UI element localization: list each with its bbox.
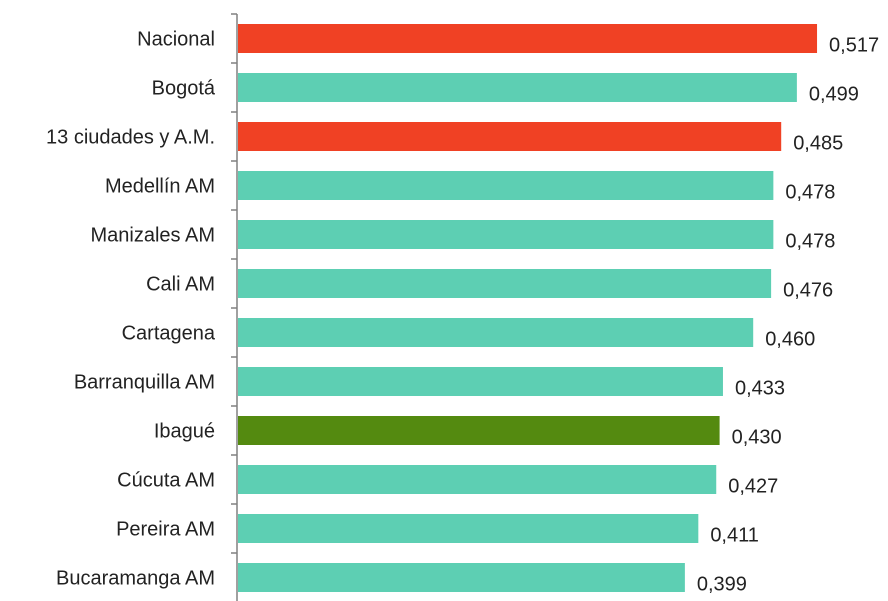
value-label: 0,433: [735, 378, 785, 400]
value-labels: 0,517 0,499 0,485 0,478 0,478 0,476 0,460 0,433…: [697, 35, 879, 596]
category-label: Bogotá: [152, 78, 216, 100]
category-label: Cali AM: [146, 274, 215, 296]
value-label: 0,411: [710, 525, 759, 547]
category-axis: [231, 13, 238, 601]
bar: [238, 220, 774, 249]
category-label: Cúcuta AM: [117, 470, 215, 492]
value-label: 0,399: [697, 574, 747, 596]
value-label: 0,517: [829, 35, 879, 57]
bar: [238, 465, 717, 494]
value-label: 0,460: [765, 329, 815, 351]
bar: [238, 416, 720, 445]
category-label: Nacional: [137, 29, 215, 51]
category-label: Pereira AM: [116, 519, 215, 541]
category-labels: Nacional Bogotá 13 ciudades y A.M. Medellín…: [46, 29, 216, 590]
category-label: Bucaramanga AM: [56, 568, 215, 590]
category-label: Barranquilla AM: [74, 372, 215, 394]
value-label: 0,485: [793, 133, 843, 155]
category-label: Ibagué: [154, 421, 215, 443]
category-label: Medellín AM: [105, 176, 215, 198]
bar: [238, 73, 797, 102]
bars-group: [238, 24, 818, 592]
category-label: Cartagena: [122, 323, 216, 345]
bar: [238, 171, 774, 200]
bar: [238, 563, 685, 592]
value-label: 0,430: [732, 427, 782, 449]
value-label: 0,499: [809, 84, 859, 106]
value-label: 0,478: [785, 182, 835, 204]
bar: [238, 24, 818, 53]
bar: [238, 318, 754, 347]
bar: [238, 122, 782, 151]
bar: [238, 514, 699, 543]
category-label: Manizales AM: [91, 225, 216, 247]
value-label: 0,478: [785, 231, 835, 253]
value-label: 0,427: [728, 476, 778, 498]
category-label: 13 ciudades y A.M.: [46, 127, 215, 149]
bar: [238, 367, 723, 396]
value-label: 0,476: [783, 280, 833, 302]
bar: [238, 269, 772, 298]
